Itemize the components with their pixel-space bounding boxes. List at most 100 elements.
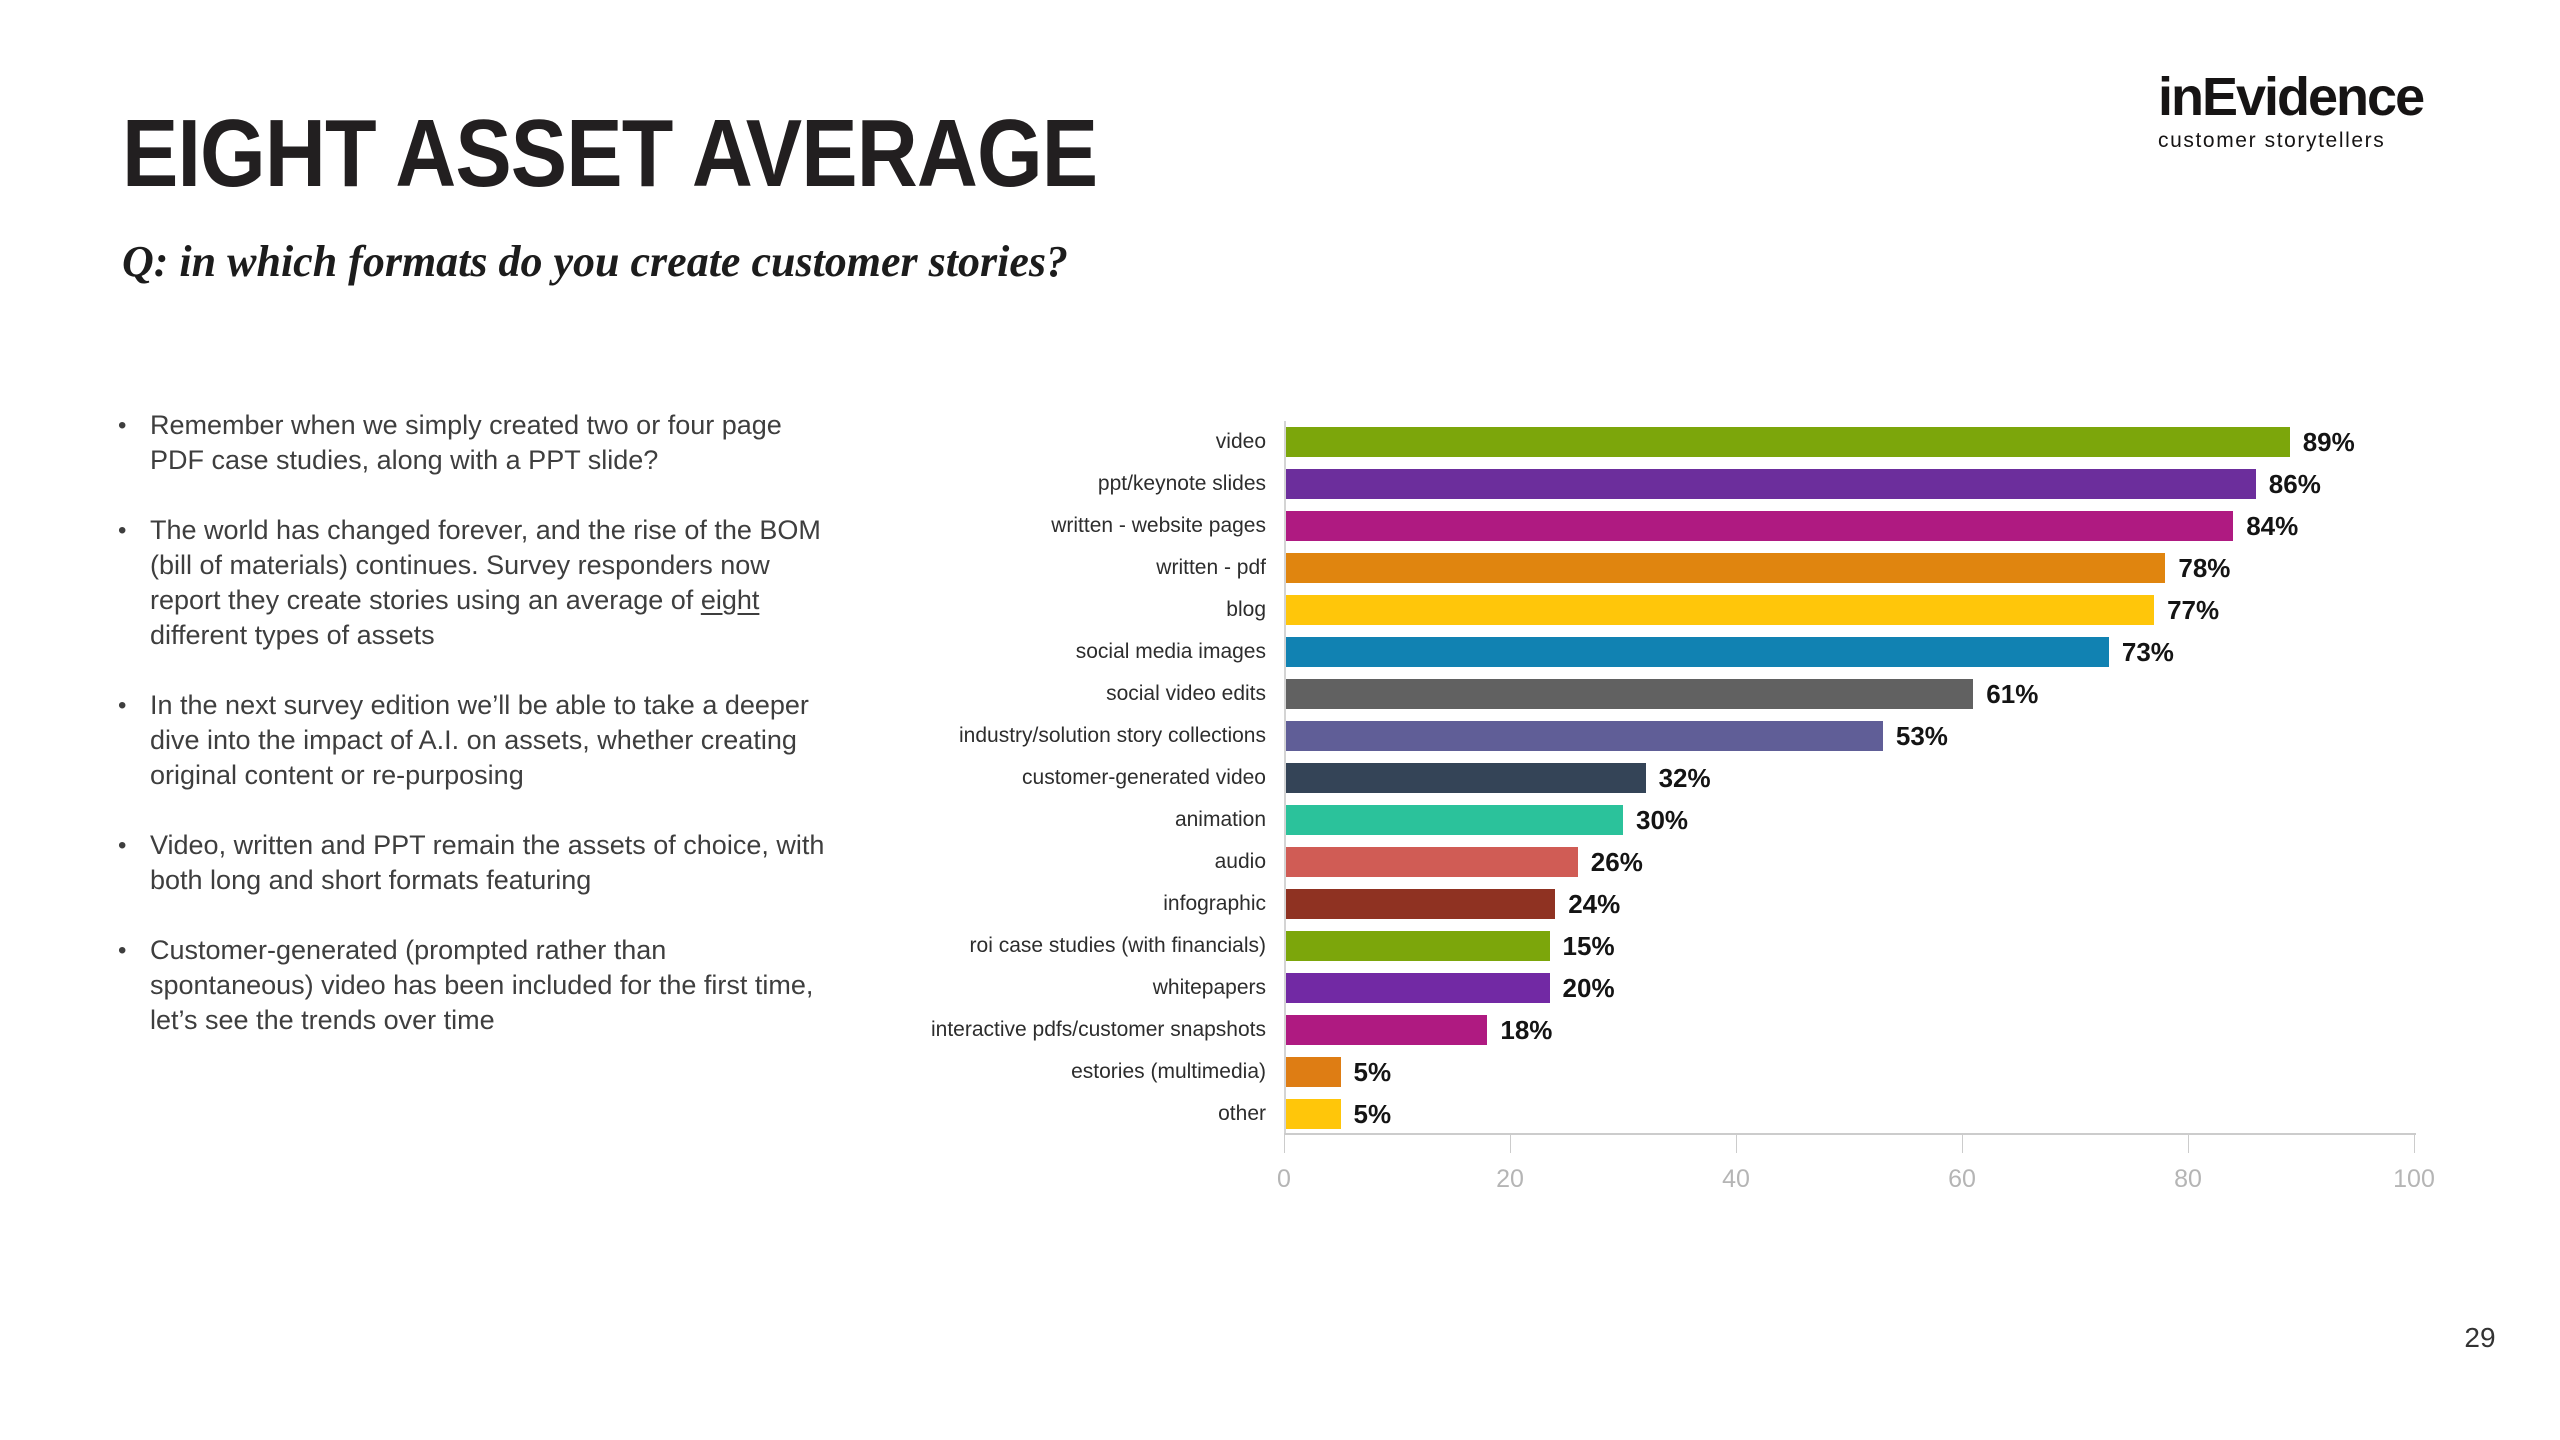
bullet-text-segment: Remember when we simply created two or f… xyxy=(150,410,782,475)
category-label-text: ppt/keynote slides xyxy=(1097,472,1266,495)
category-label: social video edits xyxy=(926,673,1266,715)
value-label: 77% xyxy=(2167,595,2220,625)
bullet-text-segment: Video, written and PPT remain the assets… xyxy=(150,830,825,895)
bar xyxy=(1284,973,1550,1003)
chart-row: interactive pdfs/customer snapshots 18% xyxy=(926,1009,2546,1051)
chart-row: audio 26% xyxy=(926,841,2546,883)
x-axis-line xyxy=(1284,1133,2416,1135)
bar-track: 78% xyxy=(1284,553,2414,583)
value-label: 89% xyxy=(2302,427,2355,457)
category-label: estories (multimedia) xyxy=(926,1051,1266,1093)
bullet-icon: • xyxy=(118,692,127,719)
list-item: • In the next survey edition we’ll be abl… xyxy=(118,688,828,793)
bar xyxy=(1284,511,2234,541)
value-label: 30% xyxy=(1636,805,1689,835)
logo: inEvidence customer storytellers xyxy=(2158,67,2425,153)
chart-row: customer-generated video 32% xyxy=(926,757,2546,799)
bullet-icon: • xyxy=(118,517,127,544)
bar-track: 5% xyxy=(1284,1057,2414,1087)
page-title: EIGHT ASSET AVERAGE xyxy=(122,106,1230,202)
x-axis-tick-label: 100 xyxy=(2393,1165,2435,1193)
x-axis-tick xyxy=(1510,1135,1511,1153)
bar-track: 26% xyxy=(1284,847,2414,877)
category-label-text: roi case studies (with financials) xyxy=(969,934,1266,957)
category-label-text: video xyxy=(1215,430,1266,453)
bar-track: 73% xyxy=(1284,637,2414,667)
bullet-text-segment: different types of assets xyxy=(150,620,435,650)
category-label: customer-generated video xyxy=(926,757,1266,799)
x-axis-tick xyxy=(1962,1135,1963,1153)
value-label: 26% xyxy=(1590,847,1643,877)
slide-subtitle: Q: in which formats do you create custom… xyxy=(122,237,1069,286)
x-axis-tick xyxy=(1284,1135,1285,1153)
category-label: audio xyxy=(926,841,1266,883)
bar-track: 18% xyxy=(1284,1015,2414,1045)
x-axis-tick-label: 20 xyxy=(1496,1165,1524,1193)
bar xyxy=(1284,1015,1488,1045)
value-label: 18% xyxy=(1500,1015,1553,1045)
category-label-text: social video edits xyxy=(1106,682,1266,705)
bar-track: 5% xyxy=(1284,1099,2414,1129)
bullet-text: Remember when we simply created two or f… xyxy=(150,408,828,478)
category-label-text: audio xyxy=(1214,850,1266,873)
x-axis-tick xyxy=(1736,1135,1737,1153)
value-label: 32% xyxy=(1658,763,1711,793)
chart-row: infographic 24% xyxy=(926,883,2546,925)
bullet-list: • Remember when we simply created two or … xyxy=(118,408,828,1073)
category-label: animation xyxy=(926,799,1266,841)
bar-track: 53% xyxy=(1284,721,2414,751)
chart-row: industry/solution story collections 53% xyxy=(926,715,2546,757)
category-label-text: social media images xyxy=(1075,640,1266,663)
bar xyxy=(1284,721,1883,751)
bar xyxy=(1284,637,2109,667)
bar-track: 77% xyxy=(1284,595,2414,625)
value-label: 5% xyxy=(1353,1099,1392,1129)
value-label: 73% xyxy=(2121,637,2174,667)
category-label: other xyxy=(926,1093,1266,1135)
category-label: ppt/keynote slides xyxy=(926,463,1266,505)
y-axis-line xyxy=(1284,421,1286,1133)
logo-tagline: customer storytellers xyxy=(2158,129,2386,153)
category-label-text: estories (multimedia) xyxy=(1071,1060,1266,1083)
chart-row: social video edits 61% xyxy=(926,673,2546,715)
category-label-text: blog xyxy=(1226,598,1266,621)
bullet-text: In the next survey edition we’ll be able… xyxy=(150,688,828,793)
bullet-text-segment: The world has changed forever, and the r… xyxy=(150,515,821,615)
list-item: • Remember when we simply created two or … xyxy=(118,408,828,478)
category-label-text: interactive pdfs/customer snapshots xyxy=(931,1018,1266,1041)
bar-track: 32% xyxy=(1284,763,2414,793)
list-item: • Video, written and PPT remain the asset… xyxy=(118,828,828,898)
bullet-text: The world has changed forever, and the r… xyxy=(150,513,828,653)
chart-row: blog 77% xyxy=(926,589,2546,631)
category-label: industry/solution story collections xyxy=(926,715,1266,757)
bullet-text-segment: Customer-generated (prompted rather than… xyxy=(150,935,814,1035)
x-axis-tick-label: 40 xyxy=(1722,1165,1750,1193)
category-label: blog xyxy=(926,589,1266,631)
category-label-text: customer-generated video xyxy=(1022,766,1266,789)
chart-row: estories (multimedia) 5% xyxy=(926,1051,2546,1093)
chart-row: written - pdf 78% xyxy=(926,547,2546,589)
x-axis-tick xyxy=(2188,1135,2189,1153)
bar-track: 84% xyxy=(1284,511,2414,541)
bar xyxy=(1284,469,2256,499)
bar-chart: video 89% ppt/keynote slides 86% written - w… xyxy=(926,421,2546,1193)
chart-row: written - website pages 84% xyxy=(926,505,2546,547)
x-axis-tick-label: 60 xyxy=(1948,1165,1976,1193)
bullet-text: Customer-generated (prompted rather than… xyxy=(150,933,828,1038)
category-label-text: written - website pages xyxy=(1051,514,1266,537)
bar xyxy=(1284,805,1623,835)
bar-track: 15% xyxy=(1284,931,2414,961)
category-label-text: infographic xyxy=(1163,892,1266,915)
bar xyxy=(1284,595,2155,625)
category-label: video xyxy=(926,421,1266,463)
bullet-icon: • xyxy=(118,832,127,859)
value-label: 61% xyxy=(1986,679,2039,709)
value-label: 20% xyxy=(1562,973,1615,1003)
chart-row: social media images 73% xyxy=(926,631,2546,673)
x-axis-tick xyxy=(2414,1135,2415,1153)
value-label: 84% xyxy=(2246,511,2299,541)
value-label: 53% xyxy=(1895,721,1948,751)
bar xyxy=(1284,1099,1341,1129)
logo-wordmark: inEvidence xyxy=(2158,67,2425,127)
